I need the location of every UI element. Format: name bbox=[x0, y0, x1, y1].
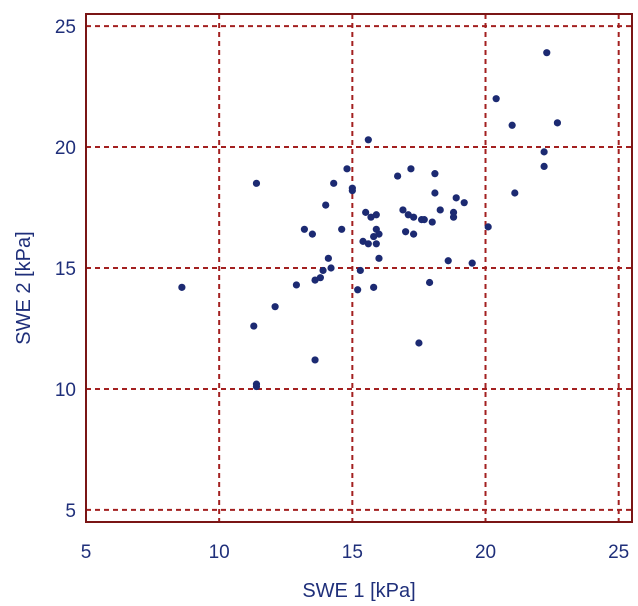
data-point bbox=[421, 216, 428, 223]
data-point bbox=[309, 231, 316, 238]
data-point bbox=[399, 206, 406, 213]
data-point bbox=[373, 240, 380, 247]
data-point bbox=[365, 240, 372, 247]
data-point bbox=[410, 231, 417, 238]
data-point bbox=[253, 383, 260, 390]
data-point bbox=[469, 260, 476, 267]
x-tick-label: 10 bbox=[209, 542, 230, 563]
y-tick-label: 10 bbox=[55, 380, 76, 401]
data-point bbox=[461, 199, 468, 206]
data-point bbox=[450, 214, 457, 221]
data-point bbox=[453, 194, 460, 201]
data-point bbox=[375, 231, 382, 238]
data-point bbox=[426, 279, 433, 286]
data-point bbox=[301, 226, 308, 233]
x-tick-labels: 5 10 15 20 25 bbox=[81, 542, 630, 563]
x-tick-label: 25 bbox=[608, 542, 629, 563]
data-point bbox=[429, 218, 436, 225]
data-point bbox=[375, 255, 382, 262]
data-point bbox=[317, 274, 324, 281]
data-point bbox=[493, 95, 500, 102]
data-point bbox=[338, 226, 345, 233]
x-tick-label: 20 bbox=[475, 542, 496, 563]
data-point bbox=[541, 148, 548, 155]
data-point bbox=[415, 339, 422, 346]
data-point bbox=[370, 284, 377, 291]
data-point bbox=[373, 211, 380, 218]
data-point bbox=[437, 206, 444, 213]
x-axis-label: SWE 1 [kPa] bbox=[302, 580, 415, 602]
data-point bbox=[445, 257, 452, 264]
data-point bbox=[327, 264, 334, 271]
data-point bbox=[511, 189, 518, 196]
data-point bbox=[365, 136, 372, 143]
data-point bbox=[410, 214, 417, 221]
data-point bbox=[343, 165, 350, 172]
y-tick-label: 20 bbox=[55, 138, 76, 159]
data-point bbox=[253, 180, 260, 187]
data-point bbox=[431, 170, 438, 177]
data-point bbox=[543, 49, 550, 56]
data-point bbox=[541, 163, 548, 170]
y-axis-label: SWE 2 [kPa] bbox=[13, 231, 35, 344]
data-point bbox=[509, 122, 516, 129]
data-point bbox=[319, 267, 326, 274]
y-tick-labels: 5 10 15 20 25 bbox=[55, 17, 76, 522]
y-tick-label: 15 bbox=[55, 259, 76, 280]
data-point bbox=[362, 209, 369, 216]
data-point bbox=[402, 228, 409, 235]
data-point bbox=[354, 286, 361, 293]
data-point bbox=[394, 172, 401, 179]
data-point bbox=[293, 281, 300, 288]
data-point bbox=[431, 189, 438, 196]
data-point bbox=[407, 165, 414, 172]
data-point bbox=[250, 322, 257, 329]
data-point bbox=[554, 119, 561, 126]
data-point bbox=[272, 303, 279, 310]
x-tick-label: 15 bbox=[342, 542, 363, 563]
data-point bbox=[178, 284, 185, 291]
data-point bbox=[485, 223, 492, 230]
data-point bbox=[311, 356, 318, 363]
data-point bbox=[330, 180, 337, 187]
y-tick-label: 25 bbox=[55, 17, 76, 38]
y-tick-label: 5 bbox=[65, 501, 76, 522]
data-points bbox=[178, 49, 561, 390]
data-point bbox=[357, 267, 364, 274]
data-point bbox=[349, 185, 356, 192]
data-point bbox=[325, 255, 332, 262]
x-tick-label: 5 bbox=[81, 542, 92, 563]
data-point bbox=[322, 202, 329, 209]
